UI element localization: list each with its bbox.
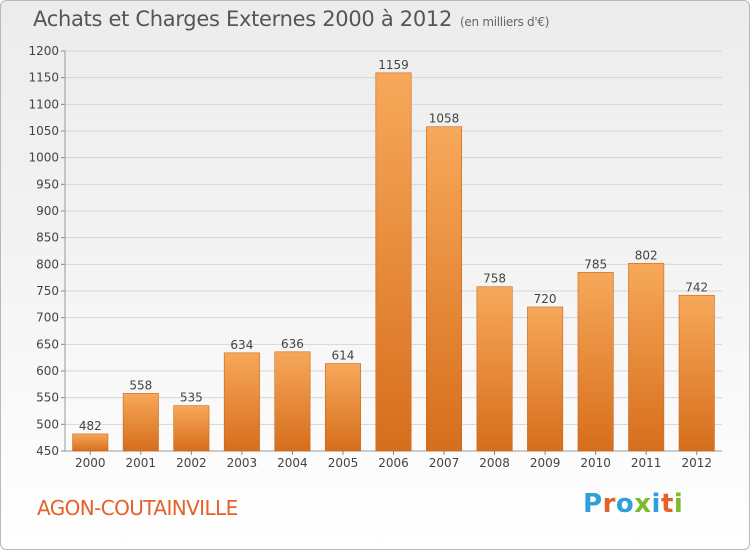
bar-2010 xyxy=(577,272,614,452)
y-tick-label: 750 xyxy=(36,284,59,298)
x-tick-label: 2001 xyxy=(126,456,157,470)
data-label: 1159 xyxy=(378,58,409,72)
chart-unit: (en milliers d'€) xyxy=(460,15,550,29)
x-tick-label: 2000 xyxy=(75,456,106,470)
chart-title: Achats et Charges Externes 2000 à 2012 (e… xyxy=(33,7,549,31)
x-tick-labels: 2000 2001 2002 2003 2004 2005 2006 2007 2008 2009… xyxy=(75,456,712,470)
data-label: 535 xyxy=(180,391,203,405)
data-label: 558 xyxy=(129,378,152,392)
y-tick-label: 950 xyxy=(36,177,59,191)
y-tick-label: 1000 xyxy=(28,151,59,165)
y-tick-label: 850 xyxy=(36,231,59,245)
y-tick-label: 1150 xyxy=(28,71,59,85)
data-label: 742 xyxy=(685,280,708,294)
data-label: 758 xyxy=(483,272,506,286)
y-tick-label: 800 xyxy=(36,257,59,271)
y-tick-label: 500 xyxy=(36,417,59,431)
data-label: 802 xyxy=(635,248,658,262)
logo-letter: t xyxy=(660,489,674,519)
x-tick-label: 2010 xyxy=(580,456,611,470)
bar-2005 xyxy=(324,363,361,452)
bar-2004 xyxy=(274,351,311,452)
data-labels: 482 558 535 634 636 614 1159 1058 758 720 785 802 74… xyxy=(79,58,708,433)
city-name: AGON-COUTAINVILLE xyxy=(37,496,238,520)
bar-2012 xyxy=(678,294,715,452)
chart-title-text: Achats et Charges Externes 2000 à 2012 xyxy=(33,7,453,31)
logo-letter: i xyxy=(651,489,661,519)
x-tick-label: 2008 xyxy=(479,456,510,470)
bar-2002 xyxy=(173,405,210,452)
logo-letter: x xyxy=(634,489,652,519)
y-tick-label: 600 xyxy=(36,364,59,378)
x-tick-label: 2011 xyxy=(631,456,662,470)
y-tick-label: 1100 xyxy=(28,97,59,111)
data-label: 720 xyxy=(534,292,557,306)
y-tick-label: 900 xyxy=(36,204,59,218)
data-label: 1058 xyxy=(429,112,460,126)
bar-2003 xyxy=(223,352,260,452)
x-tick-label: 2007 xyxy=(429,456,460,470)
y-tick-label: 550 xyxy=(36,391,59,405)
x-tick-label: 2003 xyxy=(227,456,258,470)
x-tick-label: 2009 xyxy=(530,456,561,470)
logo-letter: r xyxy=(602,489,616,519)
data-label: 482 xyxy=(79,419,102,433)
y-tick-label: 650 xyxy=(36,337,59,351)
bar-2000 xyxy=(72,433,109,452)
y-tick-labels: 450 500 550 600 650 700 750 800 850 900 950 1000 105… xyxy=(28,44,59,458)
data-label: 614 xyxy=(332,349,355,363)
y-tick-label: 450 xyxy=(36,444,59,458)
bar-2009 xyxy=(527,306,564,452)
x-tick-label: 2002 xyxy=(176,456,207,470)
y-tick-label: 700 xyxy=(36,311,59,325)
x-tick-label: 2006 xyxy=(378,456,409,470)
y-tick-label: 1050 xyxy=(28,124,59,138)
bar-2011 xyxy=(628,262,665,452)
x-tick-label: 2012 xyxy=(681,456,712,470)
bar-2008 xyxy=(476,286,513,452)
data-label: 785 xyxy=(584,257,607,271)
bar-2001 xyxy=(122,393,159,452)
data-label: 636 xyxy=(281,337,304,351)
bar-2006 xyxy=(375,72,412,452)
logo-letter: i xyxy=(673,489,684,519)
bars xyxy=(72,72,715,452)
proxiti-logo: Proxiti xyxy=(583,489,683,519)
logo-letter: P xyxy=(583,489,603,519)
data-label: 634 xyxy=(230,338,253,352)
y-tick-label: 1200 xyxy=(28,44,59,58)
logo-letter: o xyxy=(615,489,635,519)
bar-2007 xyxy=(426,126,463,452)
x-tick-label: 2004 xyxy=(277,456,308,470)
x-tick-label: 2005 xyxy=(328,456,359,470)
